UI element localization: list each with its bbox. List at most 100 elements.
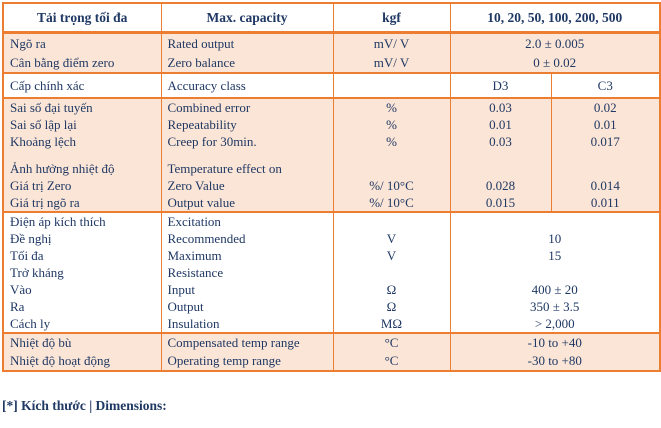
spec-vi: Khoảng lệch: [2, 133, 162, 150]
table-row: Cân bằng điểm zero Zero balance mV/ V 0 …: [2, 53, 661, 73]
value-c3: 0.011: [550, 194, 661, 212]
table-row: Sai số đại tuyến Combined error % 0.03 0…: [2, 97, 661, 116]
table-row: Giá trị Zero Zero Value %/ 10°C 0.028 0.…: [2, 177, 661, 194]
unit-cell: [332, 160, 451, 177]
value-cell: 15: [449, 247, 661, 264]
unit-cell: %/ 10°C: [332, 194, 451, 212]
table-row: Giá trị ngõ ra Output value %/ 10°C 0.01…: [2, 194, 661, 212]
spec-vi: Ngõ ra: [2, 32, 162, 53]
unit-cell: Ω: [332, 281, 451, 298]
spec-vi: Vào: [2, 281, 162, 298]
unit-cell: mV/ V: [332, 32, 451, 53]
spec-en: Recommended: [160, 230, 334, 247]
spec-vi: Sai số đại tuyến: [2, 97, 162, 116]
table-row: Tối đa Maximum V 15: [2, 247, 661, 264]
table-row: Nhiệt độ hoạt động Operating temp range …: [2, 352, 661, 371]
spec-en: Zero balance: [160, 53, 334, 73]
value-d3: 0.01: [449, 116, 552, 133]
unit-cell: °C: [332, 352, 451, 371]
spec-vi: Cấp chính xác: [2, 72, 162, 98]
spec-en: Input: [160, 281, 334, 298]
value-d3: 0.015: [449, 194, 552, 212]
value-cell: > 2,000: [449, 315, 661, 333]
value-c3: C3: [550, 72, 661, 98]
spec-en: Repeatability: [160, 116, 334, 133]
spec-vi: Điện áp kích thích: [2, 211, 162, 230]
value-cell: -30 to +80: [449, 352, 661, 371]
dimensions-note: [*] Kích thước | Dimensions:: [2, 398, 167, 413]
table-row: Nhiệt độ bù Compensated temp range °C -1…: [2, 332, 661, 352]
spec-vi: Giá trị ngõ ra: [2, 194, 162, 212]
load-cell-spec-table: Tải trọng tối đa Max. capacity kgf 10, 2…: [2, 2, 661, 372]
spec-en: Temperature effect on: [160, 160, 334, 177]
spec-en: Output value: [160, 194, 334, 212]
value-cell: -10 to +40: [449, 332, 661, 352]
table-row: Sai số lập lại Repeatability % 0.01 0.01: [2, 116, 661, 133]
spec-vi: Cách ly: [2, 315, 162, 333]
spec-vi: Nhiệt độ bù: [2, 332, 162, 352]
table-row: Cấp chính xác Accuracy class D3 C3: [2, 72, 661, 98]
value-c3: [550, 160, 661, 177]
value-d3: 0.028: [449, 177, 552, 194]
spec-en: Maximum: [160, 247, 334, 264]
table-row: Trở kháng Resistance: [2, 264, 661, 281]
unit-cell: [332, 72, 451, 98]
value-c3: 0.014: [550, 177, 661, 194]
table-header-row: Tải trọng tối đa Max. capacity kgf 10, 2…: [2, 3, 661, 34]
unit-cell: %: [332, 116, 451, 133]
unit-cell: [332, 211, 451, 230]
spec-en: Zero Value: [160, 177, 334, 194]
spec-vi: Nhiệt độ hoạt động: [2, 352, 162, 371]
unit-cell: MΩ: [332, 315, 451, 333]
value-cell: [449, 264, 661, 281]
spec-vi: Trở kháng: [2, 264, 162, 281]
spec-vi: Sai số lập lại: [2, 116, 162, 133]
unit-cell: mV/ V: [332, 53, 451, 73]
spec-vi: Ảnh hưởng nhiệt độ: [2, 160, 162, 177]
spec-vi: Giá trị Zero: [2, 177, 162, 194]
unit-cell: %: [332, 97, 451, 116]
unit-cell: Ω: [332, 298, 451, 315]
spec-en: Rated output: [160, 32, 334, 53]
value-cell: 400 ± 20: [449, 281, 661, 298]
value-cell: 2.0 ± 0.005: [449, 32, 661, 53]
spec-en: Insulation: [160, 315, 334, 333]
spec-en: Accuracy class: [160, 72, 334, 98]
value-c3: 0.01: [550, 116, 661, 133]
spacer-row: [2, 150, 661, 160]
unit-cell: [332, 264, 451, 281]
spec-en: Combined error: [160, 97, 334, 116]
value-c3: 0.02: [550, 97, 661, 116]
header-unit: kgf: [332, 3, 451, 34]
value-d3: D3: [449, 72, 552, 98]
spec-vi: Ra: [2, 298, 162, 315]
value-cell: [449, 211, 661, 230]
value-cell: 0 ± 0.02: [449, 53, 661, 73]
unit-cell: %: [332, 133, 451, 150]
spec-vi: Cân bằng điểm zero: [2, 53, 162, 73]
table-row: Đề nghị Recommended V 10: [2, 230, 661, 247]
value-d3: 0.03: [449, 97, 552, 116]
value-d3: 0.03: [449, 133, 552, 150]
unit-cell: V: [332, 230, 451, 247]
table-row: Điện áp kích thích Excitation: [2, 211, 661, 230]
table-row: Ngõ ra Rated output mV/ V 2.0 ± 0.005: [2, 32, 661, 53]
spec-en: Output: [160, 298, 334, 315]
table-row: Vào Input Ω 400 ± 20: [2, 281, 661, 298]
table-row: Ra Output Ω 350 ± 3.5: [2, 298, 661, 315]
header-vi: Tải trọng tối đa: [2, 3, 162, 34]
spec-vi: Tối đa: [2, 247, 162, 264]
table-row: Khoảng lệch Creep for 30min. % 0.03 0.01…: [2, 133, 661, 150]
value-d3: [449, 160, 552, 177]
table-row: Ảnh hưởng nhiệt độ Temperature effect on: [2, 160, 661, 177]
value-cell: 350 ± 3.5: [449, 298, 661, 315]
spec-en: Resistance: [160, 264, 334, 281]
unit-cell: %/ 10°C: [332, 177, 451, 194]
unit-cell: °C: [332, 332, 451, 352]
spec-en: Excitation: [160, 211, 334, 230]
spec-en: Compensated temp range: [160, 332, 334, 352]
value-c3: 0.017: [550, 133, 661, 150]
header-en: Max. capacity: [160, 3, 334, 34]
value-cell: 10: [449, 230, 661, 247]
